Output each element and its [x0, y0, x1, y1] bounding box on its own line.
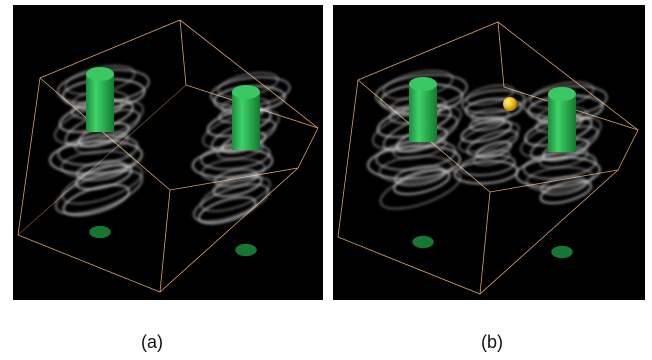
panel-label: (b)	[462, 332, 522, 353]
cylinder-body	[86, 74, 114, 132]
figure: (a) (b)	[0, 0, 652, 360]
cylinder-bottom	[235, 244, 257, 256]
sphere	[503, 97, 517, 111]
cylinder-top	[232, 85, 260, 99]
cylinder-bottom	[412, 236, 434, 248]
render-area	[0, 0, 652, 320]
panel-label: (a)	[122, 332, 182, 353]
cylinder-bottom	[551, 246, 573, 258]
cylinder-top	[548, 87, 576, 101]
cylinder-bottom	[89, 226, 111, 238]
cylinder-body	[548, 94, 576, 152]
cylinder-body	[232, 92, 260, 150]
cylinder-body	[409, 84, 437, 142]
cylinder-top	[86, 67, 114, 81]
cylinder-top	[409, 77, 437, 91]
